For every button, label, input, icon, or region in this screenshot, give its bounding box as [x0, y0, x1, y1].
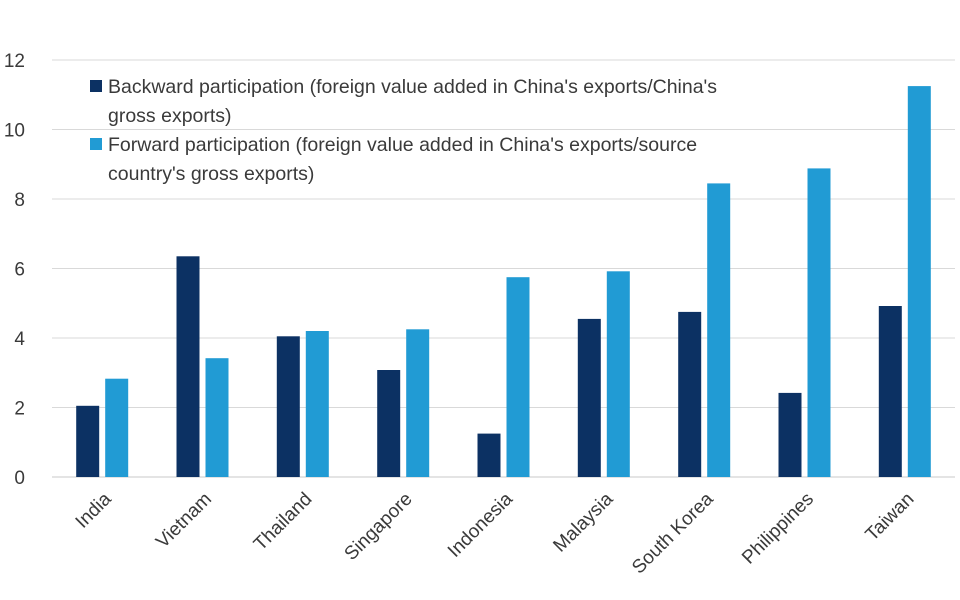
- legend-label-forward-line1: Forward participation (foreign value add…: [108, 134, 697, 156]
- legend-label-forward-line2: country's gross exports): [108, 163, 314, 185]
- bar-forward-taiwan: [907, 86, 931, 477]
- bar-backward-philippines: [778, 392, 802, 477]
- bar-backward-singapore: [377, 370, 401, 477]
- bar-forward-india: [105, 378, 129, 477]
- x-tick-label: Singapore: [341, 489, 417, 565]
- bar-forward-philippines: [807, 168, 831, 477]
- bar-forward-indonesia: [506, 277, 530, 477]
- legend-swatch-forward: [90, 138, 102, 150]
- y-tick-label: 4: [14, 329, 25, 350]
- y-tick-label: 12: [4, 51, 25, 72]
- gridlines: [52, 59, 955, 478]
- bar-backward-vietnam: [176, 256, 200, 477]
- y-axis: 0 2 4 6 8 10 12: [4, 51, 26, 489]
- x-tick-label: Malaysia: [549, 488, 617, 556]
- bar-backward-malaysia: [577, 318, 601, 477]
- y-tick-label: 8: [14, 190, 25, 211]
- legend: Backward participation (foreign value ad…: [90, 76, 717, 185]
- x-tick-label: Thailand: [250, 489, 316, 555]
- bar-backward-south-korea: [678, 311, 702, 477]
- bar-backward-thailand: [276, 336, 300, 477]
- bar-forward-south-korea: [707, 183, 731, 477]
- y-tick-label: 0: [14, 468, 25, 489]
- bar-backward-india: [76, 405, 100, 477]
- bar-backward-taiwan: [878, 306, 902, 477]
- bar-backward-indonesia: [477, 433, 501, 477]
- x-tick-label: Philippines: [738, 489, 818, 569]
- x-tick-label: Indonesia: [444, 488, 517, 561]
- legend-swatch-backward: [90, 80, 102, 92]
- bar-forward-singapore: [406, 329, 430, 477]
- bars: [76, 86, 931, 477]
- y-tick-label: 10: [4, 121, 25, 142]
- x-tick-label: South Korea: [628, 488, 718, 578]
- x-tick-label: Vietnam: [152, 489, 216, 553]
- bar-forward-vietnam: [205, 358, 229, 477]
- x-axis: India Vietnam Thailand Singapore Indonesia Ma…: [72, 488, 919, 578]
- bar-forward-thailand: [305, 331, 329, 477]
- legend-label-backward-line2: gross exports): [108, 105, 232, 127]
- bar-forward-malaysia: [606, 271, 630, 477]
- x-tick-label: India: [72, 488, 116, 532]
- y-tick-label: 2: [14, 399, 25, 420]
- x-tick-label: Taiwan: [862, 489, 919, 546]
- legend-label-backward-line1: Backward participation (foreign value ad…: [108, 76, 717, 98]
- y-tick-label: 6: [14, 260, 25, 281]
